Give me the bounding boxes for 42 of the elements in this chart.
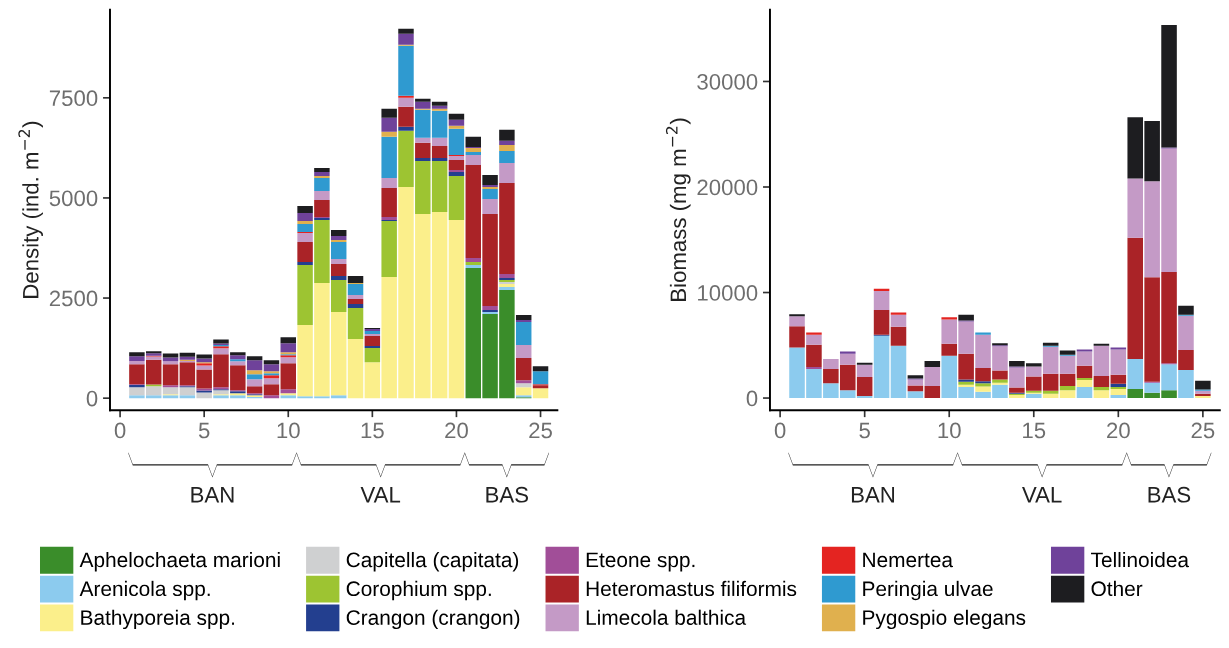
legend-label: Bathyporeia spp. [81,609,235,630]
x-tick-label: 25 [1191,422,1215,439]
x-tick-label: 5 [859,422,870,439]
text: BAN [851,487,895,503]
legend-label: Limecola balthica [586,609,747,625]
text: BAS [1148,486,1191,503]
y-axis-title: Biomass (mg m$^{−2}$) [665,118,691,301]
y-tick-label: 20000 [697,179,758,196]
legend-label: Other [1091,580,1143,597]
legend-label: Pygospio elegans [863,609,1026,630]
x-tick-label: 15 [361,422,384,439]
x-tick-label: 15 [1023,422,1046,439]
y-axis-title: Density (ind. m$^{−2}$) [18,121,43,298]
x-tick-label: 0 [774,422,786,439]
legend-label: Peringia ulvae [863,580,993,601]
text: VAL [1022,487,1062,503]
legend-label: Capitella (capitata) [346,551,519,572]
x-tick-label: 0 [114,422,126,439]
y-tick-label: 2500 [49,290,98,307]
legend-label: Nemertea [863,552,953,568]
text: BAS [486,486,529,503]
text: BAN [191,487,234,503]
x-tick-label: 20 [1107,422,1130,439]
legend-label: Crangon (crangon) [346,609,520,630]
legend-label: Corophium spp. [346,580,491,601]
text: VAL [360,487,401,503]
x-tick-label: 25 [529,422,552,439]
y-tick-label: 30000 [697,74,758,90]
legend-label: Aphelochaeta marioni [79,551,280,572]
y-tick-label: 10000 [698,285,758,301]
legend-label: Heteromastus filiformis [586,580,797,597]
x-tick-label: 20 [445,422,468,439]
y-tick-label: 0 [86,390,98,407]
x-tick-label: 10 [277,422,300,439]
legend-label: Arenicola spp. [79,580,210,601]
y-tick-label: 7500 [49,90,98,107]
y-tick-label: 5000 [49,190,98,207]
y-tick-label: 0 [746,390,758,407]
x-tick-label: 5 [198,422,210,439]
x-tick-label: 10 [938,422,961,439]
legend-label: Tellinoidea [1091,551,1190,568]
legend-label: Eteone spp. [586,552,695,572]
